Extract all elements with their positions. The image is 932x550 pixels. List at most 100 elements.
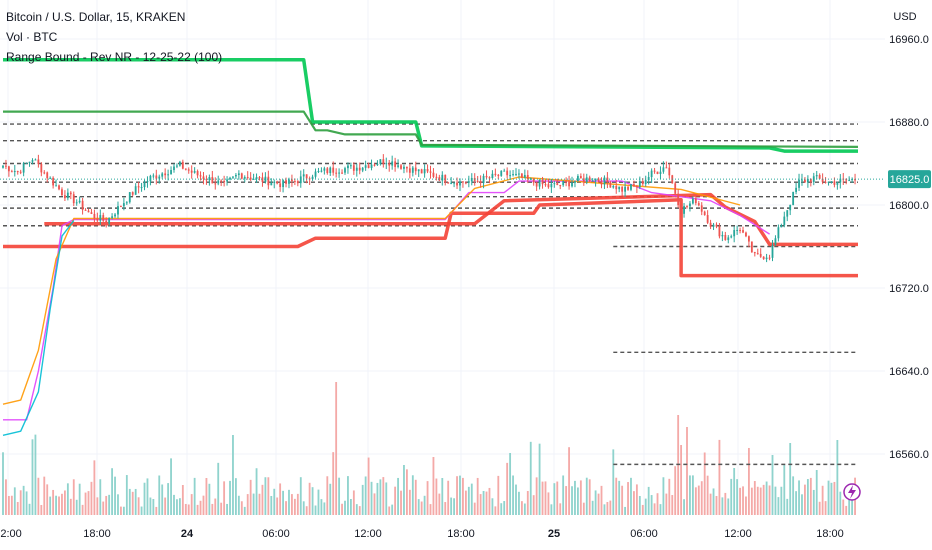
volume-bar — [532, 495, 535, 515]
candle-body — [5, 165, 7, 167]
volume-bar — [217, 462, 220, 515]
volume-bar — [818, 501, 821, 515]
candle-body — [311, 176, 314, 180]
volume-bar — [367, 457, 370, 515]
candle-body — [450, 182, 453, 184]
candle-body — [341, 172, 343, 174]
candle-body — [111, 216, 114, 218]
volume-bar — [226, 503, 228, 515]
candle-body — [801, 179, 803, 181]
candle-body — [541, 179, 544, 185]
volume-bar — [627, 482, 629, 515]
candle-body — [382, 159, 385, 165]
volume-bar — [603, 504, 606, 515]
candle-body — [7, 166, 10, 172]
candle-body — [173, 166, 175, 171]
candle-body — [509, 175, 512, 177]
candle-body — [771, 245, 774, 258]
volume-bar — [624, 506, 627, 515]
volume-bar — [765, 481, 768, 515]
volume-bar — [750, 487, 753, 515]
candle-body — [697, 203, 700, 206]
volume-bar — [644, 498, 647, 515]
volume-bar — [447, 480, 450, 515]
volume-bar — [556, 481, 559, 515]
volume-bar — [615, 477, 618, 515]
candle-body — [470, 177, 473, 182]
volume-bar — [273, 488, 276, 515]
volume-bar — [547, 492, 550, 515]
candle-body — [768, 257, 771, 259]
candle-body — [503, 170, 506, 172]
volume-bar — [745, 496, 747, 515]
candle-body — [476, 180, 479, 182]
volume-bar — [426, 481, 429, 515]
candle-body — [158, 176, 161, 179]
candle-body — [818, 175, 821, 179]
candle-body — [668, 167, 671, 176]
volume-bar — [288, 489, 290, 515]
candle-body — [229, 177, 231, 180]
volume-bar — [176, 499, 178, 515]
candle-body — [105, 220, 108, 224]
time-tick-label: 12:00 — [724, 528, 752, 540]
candle-body — [467, 181, 470, 183]
candle-body — [585, 177, 588, 183]
candle-body — [170, 170, 172, 175]
candle-body — [408, 168, 411, 173]
price-axis[interactable]: USD 16960.0 16880.0 16800.0 16720.0 16640.0 16… — [0, 11, 931, 461]
candle-body — [69, 192, 72, 195]
volume-bar — [662, 477, 665, 515]
volume-bar — [2, 452, 4, 515]
volume-bar — [762, 484, 765, 515]
candle-body — [214, 183, 217, 185]
candle-body — [364, 165, 367, 168]
candle-body — [385, 163, 388, 165]
volume-bar — [753, 481, 756, 515]
candle-body — [594, 178, 597, 181]
volume-bar — [851, 500, 854, 515]
symbol-title[interactable]: Bitcoin / U.S. Dollar, 15, KRAKEN — [6, 10, 186, 24]
volume-bar — [125, 475, 128, 515]
candle-body — [582, 178, 585, 183]
candle-body — [423, 169, 426, 174]
volume-bar — [349, 499, 352, 515]
volume-bar — [789, 443, 792, 515]
candle-body — [196, 171, 199, 176]
candle-body — [149, 175, 152, 182]
volume-bar — [199, 500, 202, 515]
volume-bar — [503, 501, 506, 515]
volume-bar — [31, 439, 34, 515]
volume-bar — [305, 506, 308, 515]
volume-bar — [724, 492, 727, 515]
volume-bar — [72, 479, 75, 515]
candle-body — [391, 161, 394, 166]
volume-indicator-title[interactable]: Vol · BTC — [6, 30, 58, 44]
candle-body — [462, 181, 464, 183]
candle-body — [753, 252, 756, 254]
volume-bar — [432, 457, 435, 515]
lightning-icon[interactable] — [843, 483, 861, 501]
volume-bar — [323, 502, 326, 515]
volume-bar — [747, 447, 750, 515]
candle-body — [323, 168, 326, 171]
volume-bar — [559, 503, 562, 515]
volume-bar — [759, 487, 762, 515]
candle-body — [279, 183, 282, 188]
volume-bar — [473, 502, 476, 515]
volume-bar — [739, 487, 741, 515]
range-bound-indicator-title[interactable]: Range Bound - Rev NR - 12-25-22 (100) — [6, 50, 223, 64]
candle-body — [326, 168, 329, 174]
volume-bar — [264, 477, 267, 515]
candle-body — [683, 206, 685, 214]
price-axis-currency[interactable]: USD — [893, 11, 916, 23]
candle-body — [618, 186, 621, 190]
volume-bar — [801, 494, 803, 515]
volume-bar — [774, 486, 777, 515]
candle-body — [373, 164, 376, 166]
volume-bar — [600, 485, 603, 515]
time-axis[interactable]: 12:00 18:00 24 06:00 12:00 18:00 25 06:00 12:00 1… — [0, 528, 844, 540]
candle-body — [243, 176, 246, 179]
